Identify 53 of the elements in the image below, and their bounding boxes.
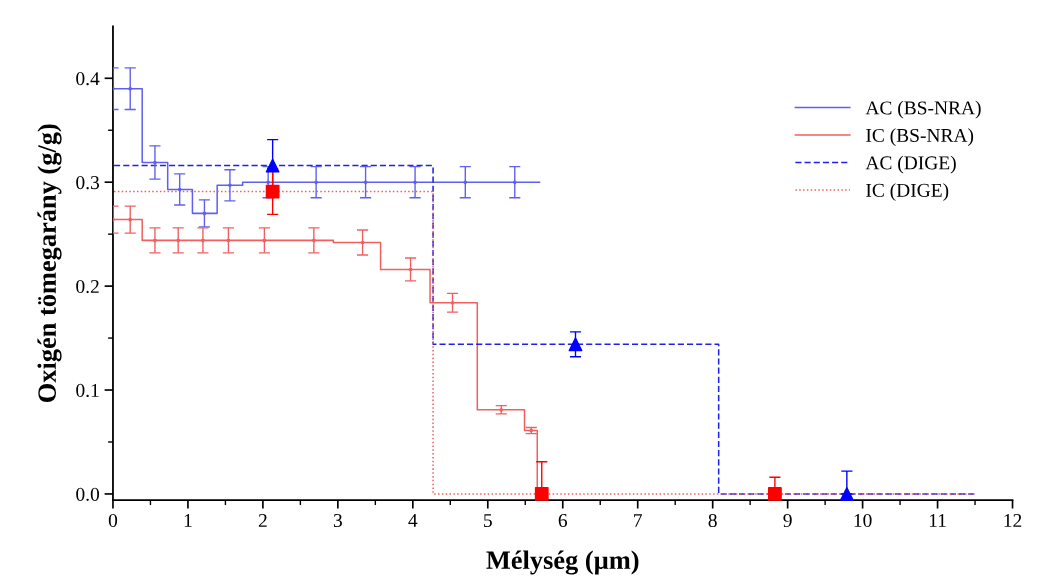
y-tick-label: 0.2	[76, 279, 99, 294]
point	[450, 300, 455, 305]
point	[228, 183, 232, 188]
point	[201, 238, 205, 243]
point	[128, 86, 133, 91]
point	[153, 160, 157, 165]
point	[512, 180, 517, 185]
point	[408, 267, 413, 272]
point	[112, 217, 115, 222]
point	[202, 211, 207, 216]
x-axis-title: Mélység (µm)	[486, 550, 639, 575]
point	[153, 238, 157, 243]
y-tick-label: 0.1	[76, 383, 99, 398]
point	[314, 180, 318, 185]
point	[839, 487, 854, 501]
x-tick-label: 4	[408, 514, 418, 527]
x-tick-label: 5	[484, 514, 492, 528]
point	[767, 487, 782, 501]
legend-label: IC (BS-NRA)	[866, 128, 974, 146]
point	[265, 158, 280, 173]
point	[265, 184, 280, 199]
point	[176, 238, 180, 243]
point	[534, 487, 549, 501]
y-axis-title: Oxigén tömegarány (g/g)	[37, 124, 62, 402]
y-tick-label: 0.3	[76, 176, 100, 190]
point	[568, 337, 583, 352]
y-tick-label: 0.4	[76, 72, 100, 86]
point	[262, 238, 267, 243]
x-tick-label: 2	[258, 513, 267, 527]
point	[413, 180, 417, 185]
point	[177, 187, 182, 192]
x-tick-label: 1	[184, 514, 192, 527]
x-tick-label: 12	[1004, 513, 1022, 527]
x-tick-label: 10	[854, 513, 872, 528]
x-tick-label: 7	[634, 514, 643, 527]
x-tick-label: 0	[108, 513, 118, 528]
x-tick-label: 8	[708, 513, 717, 528]
point	[463, 180, 468, 185]
point	[360, 240, 365, 245]
x-tick-label: 6	[558, 513, 568, 528]
y-tick-label: 0.0	[76, 487, 100, 501]
point	[226, 238, 231, 243]
x-tick-label: 3	[333, 513, 342, 528]
legend-label: AC (BS-NRA)	[865, 100, 981, 119]
point	[128, 217, 133, 222]
point	[312, 238, 316, 243]
x-tick-label: 9	[783, 513, 792, 528]
point	[112, 86, 115, 91]
x-tick-label: 11	[929, 514, 946, 527]
point	[266, 180, 270, 185]
legend-label: AC (DIGE)	[865, 155, 956, 174]
point	[363, 180, 368, 185]
legend-label: IC (DIGE)	[866, 183, 949, 201]
